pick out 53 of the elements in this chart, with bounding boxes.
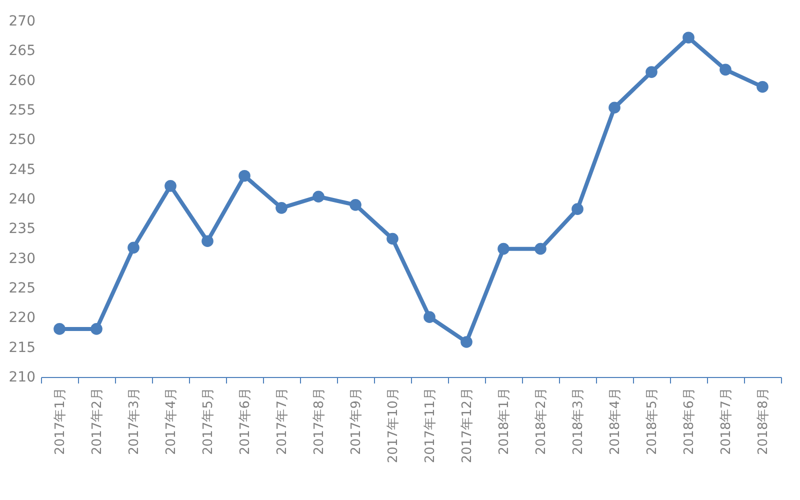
- point: [312, 190, 324, 203]
- x-tick-label: 2017年12月: [460, 388, 475, 464]
- y-tick-label: 245: [8, 162, 36, 178]
- x-tick-label: 2018年5月: [645, 388, 660, 455]
- point: [534, 242, 546, 255]
- x-tick-label: 2018年6月: [682, 388, 697, 455]
- point: [460, 336, 472, 348]
- point: [386, 232, 398, 245]
- x-tick-label: 2018年7月: [719, 388, 734, 455]
- y-tick-label: 230: [8, 250, 36, 267]
- y-tick-label: 225: [8, 280, 36, 296]
- point: [720, 64, 732, 76]
- x-tick-label: 2017年4月: [164, 388, 179, 455]
- x-tick-label: 2018年1月: [497, 388, 512, 455]
- point: [202, 235, 214, 248]
- x-tick-label: 2017年10月: [386, 388, 401, 464]
- x-tick-label: 2017年3月: [127, 388, 142, 455]
- point: [424, 311, 436, 323]
- x-tick-label: 2017年2月: [90, 388, 105, 455]
- x-tick-label: 2017年11月: [423, 388, 438, 464]
- point: [646, 66, 658, 78]
- x-tick-label: 2018年4月: [608, 388, 623, 455]
- y-tick-label: 255: [8, 102, 36, 118]
- x-tick-label: 2017年1月: [53, 388, 68, 455]
- x-tick-label: 2018年8月: [756, 388, 771, 455]
- x-tick-label: 2017年7月: [275, 388, 290, 455]
- y-tick-label: 260: [8, 72, 36, 89]
- y-tick-label: 265: [8, 43, 36, 60]
- y-tick-label: 215: [8, 340, 36, 356]
- x-tick-label: 2017年5月: [201, 388, 216, 455]
- point: [572, 203, 584, 215]
- y-tick-label: 235: [8, 221, 36, 238]
- point: [54, 323, 66, 335]
- point: [90, 323, 102, 335]
- point: [608, 102, 620, 114]
- y-tick-label: 220: [8, 310, 36, 326]
- y-tick-label: 240: [8, 192, 36, 208]
- y-tick-label: 270: [8, 14, 36, 30]
- y-tick-label: 250: [8, 132, 36, 148]
- point: [350, 199, 362, 211]
- point: [498, 242, 510, 255]
- point: [682, 32, 694, 44]
- x-tick-label: 2017年6月: [238, 388, 253, 455]
- x-tick-label: 2018年2月: [534, 388, 549, 455]
- x-tick-label: 2017年9月: [349, 388, 364, 455]
- point: [164, 180, 176, 192]
- point: [276, 202, 288, 214]
- x-tick-label: 2017年8月: [312, 388, 327, 455]
- y-tick-label: 210: [8, 370, 36, 386]
- point: [756, 80, 768, 93]
- x-tick-label: 2018年3月: [571, 388, 586, 455]
- point: [238, 170, 250, 182]
- point: [128, 242, 140, 254]
